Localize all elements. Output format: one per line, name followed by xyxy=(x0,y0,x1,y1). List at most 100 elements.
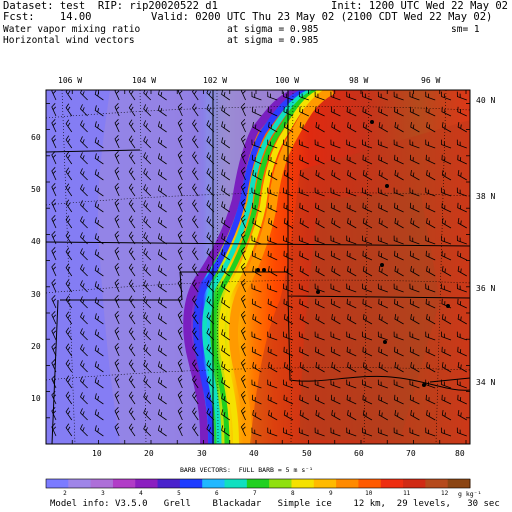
wind-barb xyxy=(425,106,436,117)
wind-barb xyxy=(251,250,262,261)
wind-barb xyxy=(128,327,136,341)
wind-barb xyxy=(114,263,120,277)
wind-barb xyxy=(457,170,467,181)
wind-barb xyxy=(206,408,215,421)
wind-barb xyxy=(378,106,388,117)
wind-barb xyxy=(157,425,167,437)
wind-barb xyxy=(314,187,325,197)
wind-barb xyxy=(441,218,452,229)
wind-barb xyxy=(347,266,357,277)
wind-barb xyxy=(157,377,167,389)
wind-barb xyxy=(441,154,452,165)
wind-barb xyxy=(192,247,199,261)
dryline-yellow xyxy=(218,90,326,444)
wind-barb xyxy=(457,362,467,373)
wind-barb xyxy=(409,154,420,165)
wind-barb xyxy=(206,360,215,373)
colorbar-swatch xyxy=(336,479,359,488)
wind-barb xyxy=(80,328,88,341)
wind-barb xyxy=(65,151,73,165)
x-tick-20: 20 xyxy=(144,449,154,458)
wind-barb xyxy=(157,90,167,101)
wind-barb xyxy=(299,410,309,421)
wind-barb xyxy=(378,154,388,165)
wind-barb xyxy=(251,394,262,405)
wind-barb xyxy=(128,151,136,165)
wind-barb xyxy=(425,187,436,197)
wind-barb xyxy=(94,249,104,261)
field-2-level: at sigma = 0.985 xyxy=(227,35,319,46)
wind-barb xyxy=(346,283,357,293)
wind-barb xyxy=(177,183,183,197)
wind-barb xyxy=(409,235,420,245)
wind-barb xyxy=(410,266,420,277)
wind-barb xyxy=(251,283,262,293)
wind-barb xyxy=(65,391,73,405)
wind-barb xyxy=(378,202,388,213)
wind-barb xyxy=(114,407,120,421)
wind-barb xyxy=(192,263,199,277)
wind-barb xyxy=(51,423,57,437)
wind-barb xyxy=(80,264,88,277)
wind-barb xyxy=(362,346,373,357)
wind-barb xyxy=(299,394,309,405)
wind-barb xyxy=(456,331,467,341)
wind-barb xyxy=(315,298,325,309)
wind-barb xyxy=(393,91,404,101)
wind-barb xyxy=(252,362,262,373)
wind-barb xyxy=(456,235,467,245)
wind-barb xyxy=(362,91,373,101)
wind-barb xyxy=(362,266,373,277)
wind-barb xyxy=(362,202,373,213)
wind-barb xyxy=(298,283,309,293)
wind-barb xyxy=(94,329,104,341)
wind-barb xyxy=(410,122,420,133)
wind-barb xyxy=(283,202,294,213)
wind-barb xyxy=(157,281,167,293)
x-tick-30: 30 xyxy=(197,449,207,458)
wind-barb xyxy=(425,154,436,165)
wind-barb xyxy=(80,248,88,261)
wind-barb xyxy=(157,313,167,325)
wind-barb xyxy=(128,199,136,213)
wind-barb xyxy=(157,361,167,373)
wind-barb xyxy=(221,265,231,277)
y-tick-30: 30 xyxy=(31,290,41,299)
wind-barb xyxy=(410,170,420,181)
wind-barb xyxy=(267,154,278,165)
wind-barb xyxy=(347,218,357,229)
wind-barb xyxy=(283,266,294,277)
wind-barb xyxy=(177,90,183,101)
wind-barb xyxy=(378,346,388,357)
wind-barb xyxy=(441,379,452,389)
wind-barb xyxy=(362,283,373,293)
wind-barb xyxy=(298,187,309,197)
colorbar-tick-label: 3 xyxy=(101,490,105,497)
wind-barb xyxy=(347,122,357,133)
colorbar-swatch xyxy=(224,479,248,488)
wind-barb xyxy=(80,184,88,197)
wind-barb xyxy=(114,343,120,357)
colorbar-tick-label: 8 xyxy=(290,490,295,497)
dryline-green xyxy=(210,90,320,444)
wind-barb xyxy=(299,298,309,309)
wind-barb xyxy=(330,106,341,117)
wind-barb xyxy=(315,218,325,229)
moist-max-region xyxy=(300,190,440,440)
wind-barb xyxy=(51,391,57,405)
wind-barb xyxy=(426,314,436,325)
wind-barb xyxy=(394,250,404,261)
wind-barb xyxy=(346,154,357,165)
colorbar-swatch xyxy=(447,479,471,488)
wind-barb xyxy=(51,167,57,181)
wind-barb xyxy=(393,283,404,293)
wind-barb xyxy=(393,379,404,389)
wind-barb xyxy=(80,296,88,309)
wind-barb xyxy=(299,170,309,181)
dry-core-region xyxy=(46,90,120,444)
wind-barb xyxy=(177,151,183,165)
colorbar-units: g kg⁻¹ xyxy=(458,490,482,498)
wind-barb xyxy=(51,135,57,149)
dataset-label: Dataset: test RIP: rip20020522 d1 xyxy=(3,0,218,12)
wind-barb xyxy=(157,409,167,421)
